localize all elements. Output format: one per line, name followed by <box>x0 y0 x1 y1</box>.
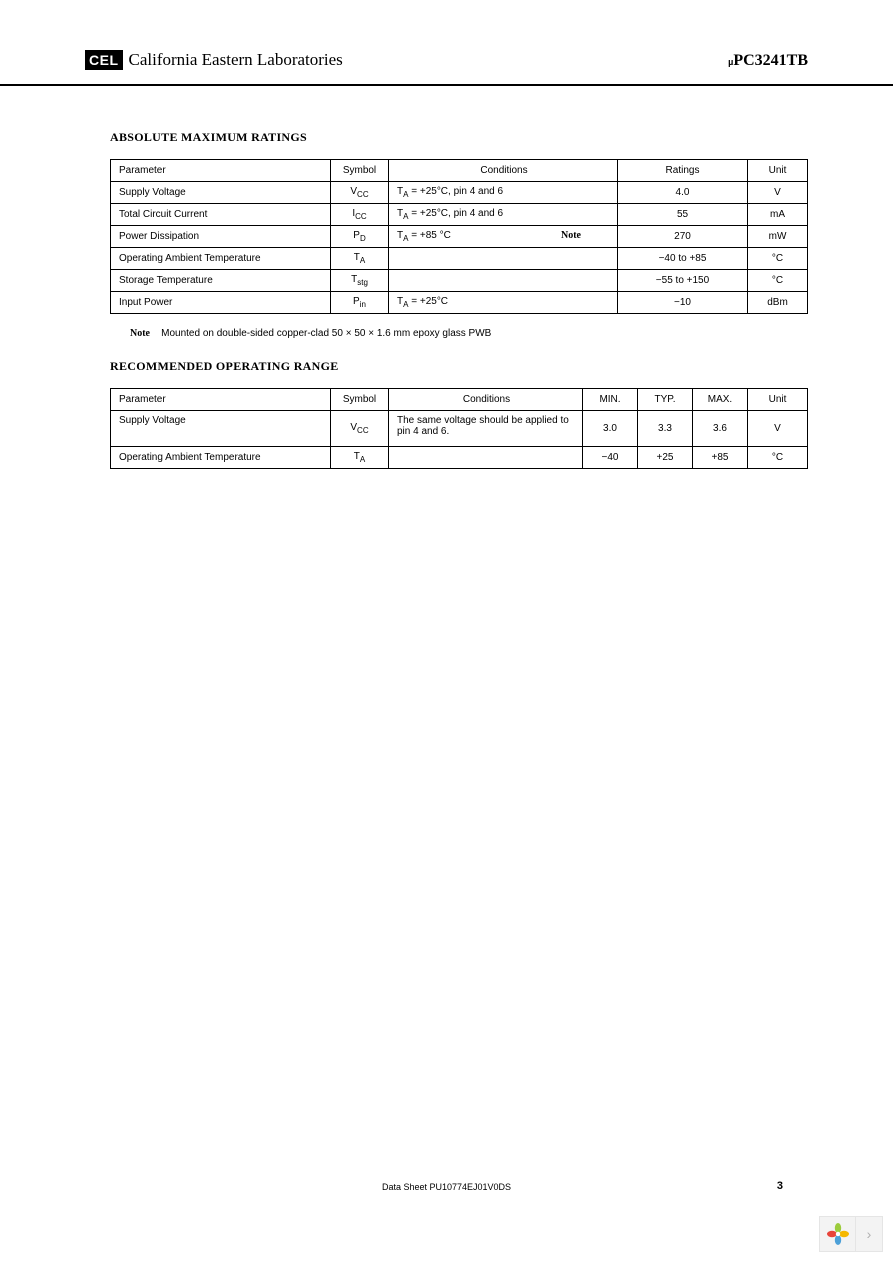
col-conditions: Conditions <box>389 389 583 411</box>
chevron-right-icon[interactable]: › <box>856 1216 882 1252</box>
table-row: Supply Voltage VCC The same voltage shou… <box>111 411 808 447</box>
table-row: Power Dissipation PD TA = +85 °CNote 270… <box>111 226 808 248</box>
range-tbody: Supply Voltage VCC The same voltage shou… <box>111 411 808 469</box>
part-number: µPC3241TB <box>728 52 808 70</box>
note-text: Mounted on double-sided copper-clad 50 ×… <box>161 328 491 339</box>
table-row: Storage Temperature Tstg −55 to +150 °C <box>111 270 808 292</box>
table-row: Total Circuit Current ICC TA = +25°C, pi… <box>111 204 808 226</box>
flower-icon[interactable] <box>820 1216 856 1252</box>
page-number: 3 <box>777 1180 783 1192</box>
ratings-table: Parameter Symbol Conditions Ratings Unit… <box>110 159 808 314</box>
table-row: Input Power Pin TA = +25°C −10 dBm <box>111 292 808 314</box>
table-row: Operating Ambient Temperature TA −40 +25… <box>111 447 808 469</box>
section-title-ratings: ABSOLUTE MAXIMUM RATINGS <box>110 130 808 145</box>
logo-badge: CEL <box>85 50 123 70</box>
table-header-row: Parameter Symbol Conditions Ratings Unit <box>111 160 808 182</box>
col-ratings: Ratings <box>618 160 748 182</box>
section-title-range: RECOMMENDED OPERATING RANGE <box>110 359 808 374</box>
footer-doc-id: Data Sheet PU10774EJ01V0DS <box>0 1182 893 1192</box>
note-label: Note <box>130 328 150 339</box>
range-table: Parameter Symbol Conditions MIN. TYP. MA… <box>110 388 808 469</box>
company-logo: CEL California Eastern Laboratories <box>85 50 343 70</box>
page-header: CEL California Eastern Laboratories µPC3… <box>85 50 808 76</box>
col-parameter: Parameter <box>111 160 331 182</box>
corner-widget[interactable]: › <box>819 1216 883 1252</box>
col-unit: Unit <box>748 160 808 182</box>
col-conditions: Conditions <box>389 160 618 182</box>
table-row: Supply Voltage VCC TA = +25°C, pin 4 and… <box>111 182 808 204</box>
col-min: MIN. <box>583 389 638 411</box>
note-line: Note Mounted on double-sided copper-clad… <box>130 328 808 339</box>
col-parameter: Parameter <box>111 389 331 411</box>
content: ABSOLUTE MAXIMUM RATINGS Parameter Symbo… <box>110 130 808 483</box>
ratings-tbody: Supply Voltage VCC TA = +25°C, pin 4 and… <box>111 182 808 314</box>
table-row: Operating Ambient Temperature TA −40 to … <box>111 248 808 270</box>
company-name: California Eastern Laboratories <box>129 50 343 70</box>
col-max: MAX. <box>693 389 748 411</box>
col-typ: TYP. <box>638 389 693 411</box>
col-unit: Unit <box>748 389 808 411</box>
table-header-row: Parameter Symbol Conditions MIN. TYP. MA… <box>111 389 808 411</box>
header-rule <box>0 84 893 86</box>
col-symbol: Symbol <box>331 389 389 411</box>
col-symbol: Symbol <box>331 160 389 182</box>
